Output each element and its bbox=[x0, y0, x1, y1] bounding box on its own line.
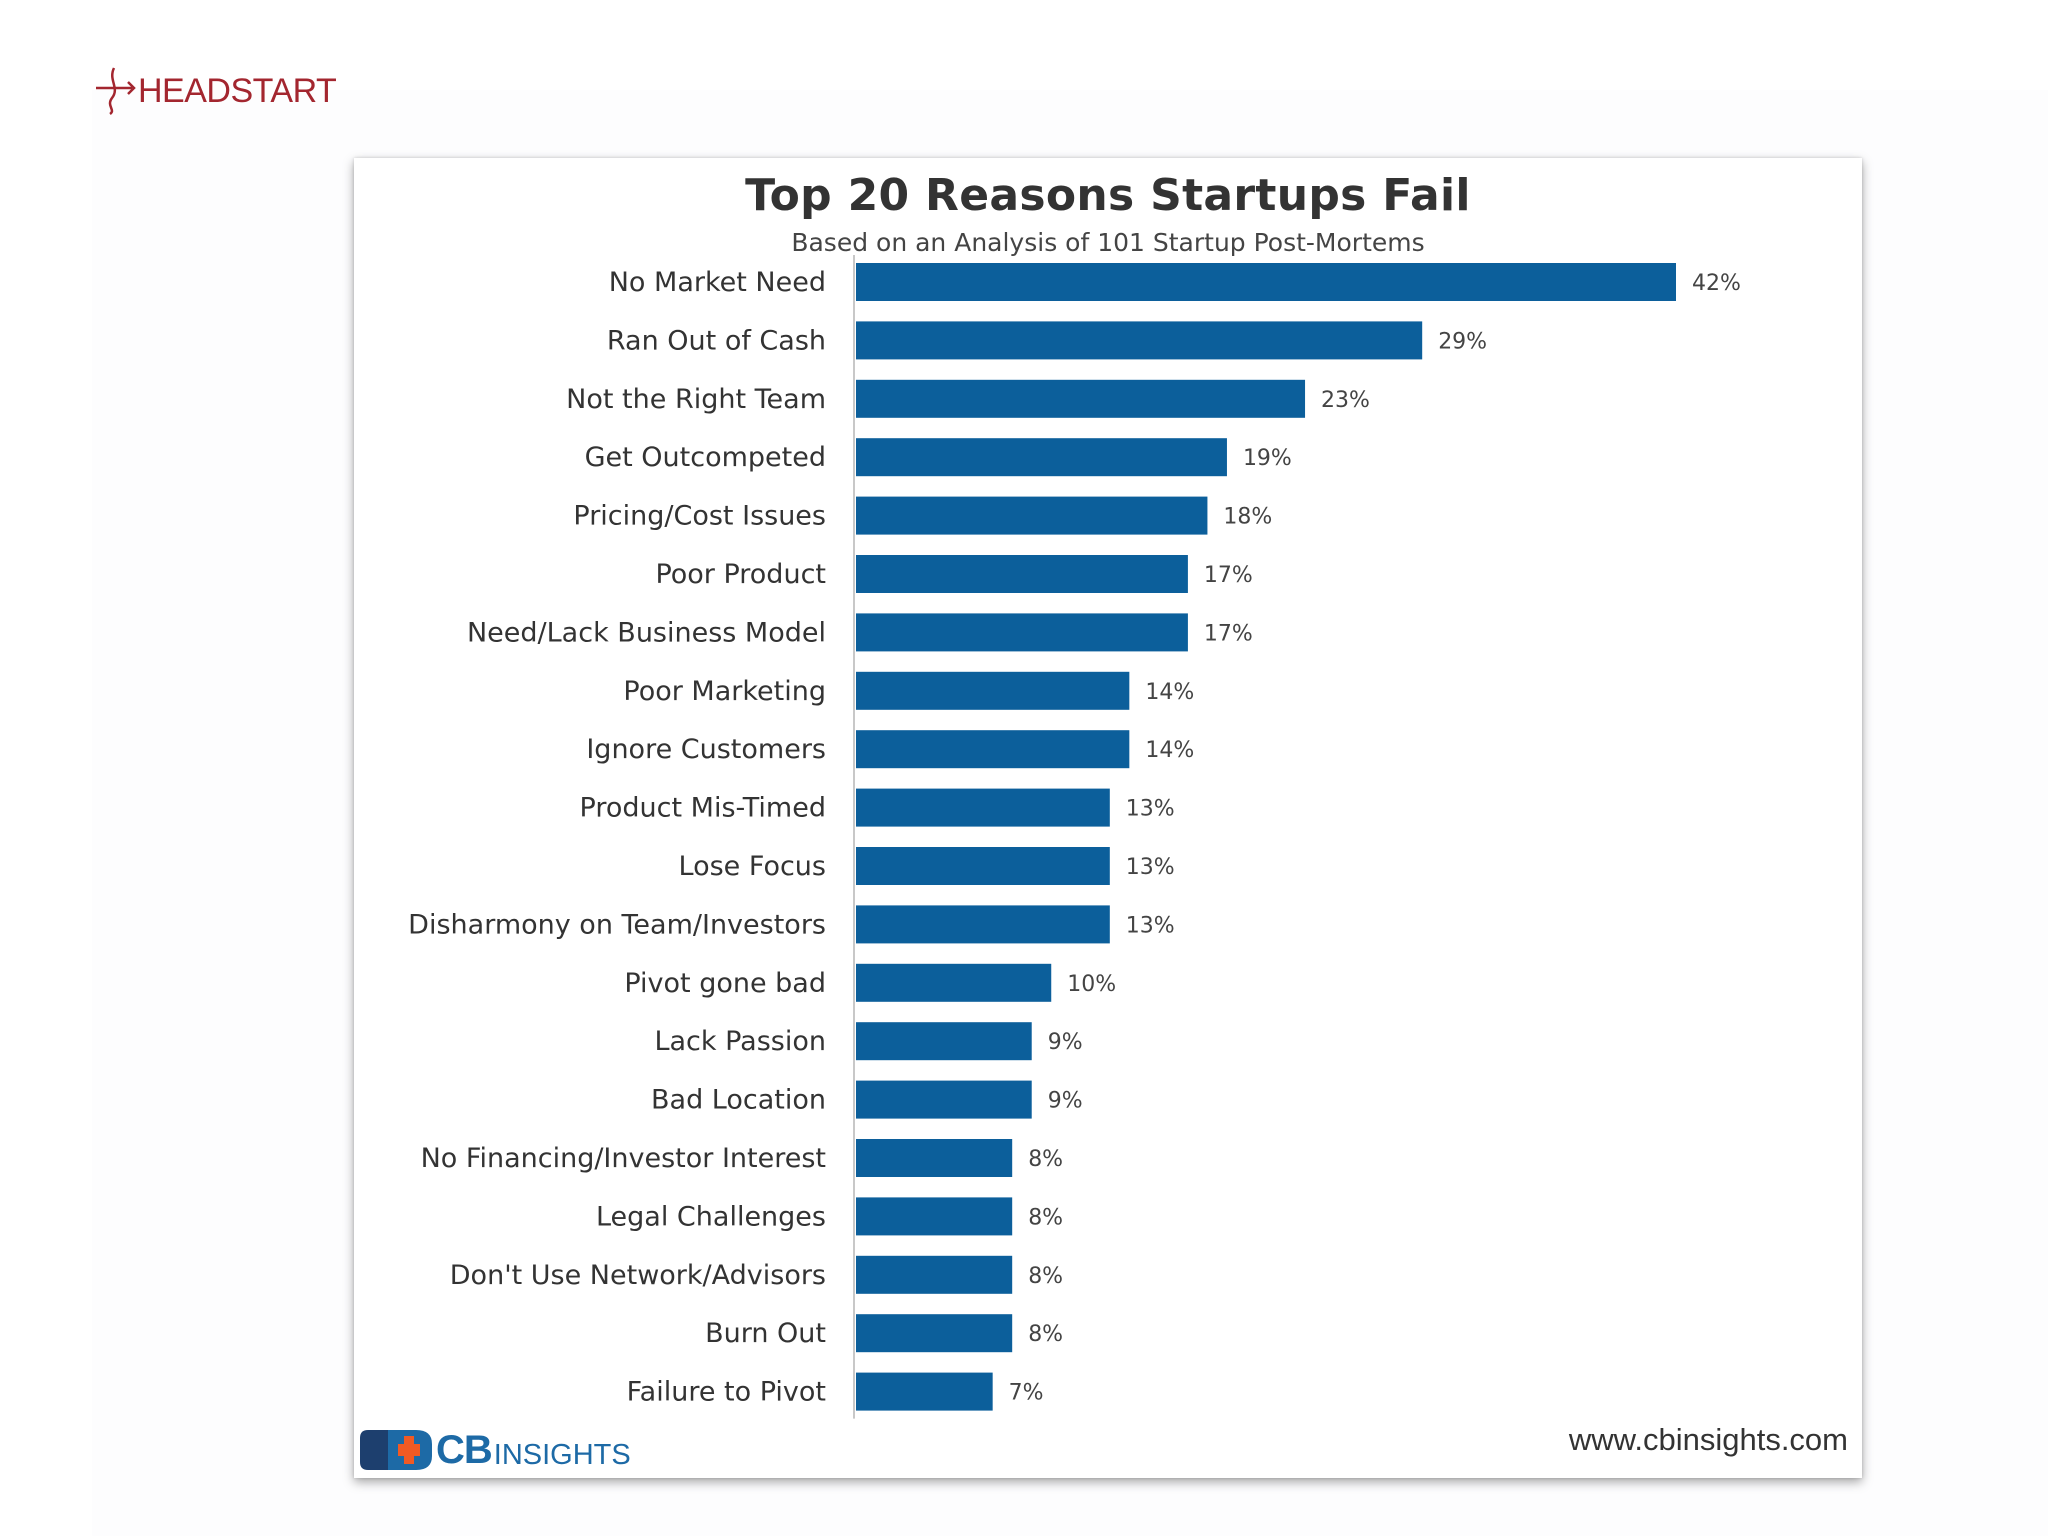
bar bbox=[856, 671, 1130, 710]
bar bbox=[856, 379, 1306, 418]
data-label: 13% bbox=[1126, 855, 1175, 880]
category-label: Need/Lack Business Model bbox=[467, 617, 826, 648]
bar bbox=[856, 1197, 1013, 1236]
category-label: Disharmony on Team/Investors bbox=[408, 909, 826, 940]
data-label: 42% bbox=[1692, 271, 1741, 296]
bar bbox=[856, 847, 1110, 885]
category-label: Poor Marketing bbox=[623, 676, 826, 707]
bar bbox=[856, 496, 1208, 535]
bar bbox=[856, 321, 1423, 360]
cb-insights-logo: CB INSIGHTS bbox=[358, 1426, 631, 1474]
category-label: Pricing/Cost Issues bbox=[573, 501, 826, 532]
category-label: No Market Need bbox=[609, 267, 826, 298]
category-label: No Financing/Investor Interest bbox=[421, 1143, 826, 1174]
bar-chart: No Market Need 42% Ran Out of Cash 29% Not t… bbox=[408, 255, 1741, 1419]
category-label: Failure to Pivot bbox=[627, 1377, 826, 1408]
bar bbox=[856, 905, 1110, 944]
data-label: 7% bbox=[1009, 1381, 1044, 1406]
headstart-logo-icon bbox=[96, 67, 136, 116]
bar bbox=[856, 438, 1227, 477]
data-label: 8% bbox=[1028, 1147, 1063, 1172]
category-label: Ignore Customers bbox=[586, 734, 826, 765]
headstart-logo-text: HEADSTART bbox=[138, 71, 337, 110]
category-label: Don't Use Network/Advisors bbox=[450, 1260, 826, 1291]
data-label: 8% bbox=[1028, 1322, 1063, 1347]
data-label: 23% bbox=[1321, 388, 1370, 413]
cb-insights-logo-icon bbox=[360, 1430, 432, 1470]
bar bbox=[856, 1255, 1013, 1294]
category-label: Get Outcompeted bbox=[585, 442, 826, 473]
cb-brand-light: INSIGHTS bbox=[493, 1438, 631, 1471]
category-label: Lose Focus bbox=[679, 851, 826, 882]
data-label: 19% bbox=[1243, 446, 1292, 471]
chart-card: No Market Need 42% Ran Out of Cash 29% Not t… bbox=[354, 158, 1862, 1478]
data-label: 8% bbox=[1028, 1264, 1063, 1289]
data-label: 14% bbox=[1145, 738, 1194, 763]
bar bbox=[856, 788, 1110, 827]
data-label: 9% bbox=[1048, 1089, 1083, 1114]
chart-title: Top 20 Reasons Startups Fail bbox=[745, 170, 1471, 221]
data-label: 13% bbox=[1126, 913, 1175, 938]
bar bbox=[856, 1139, 1013, 1177]
data-label: 14% bbox=[1145, 680, 1194, 705]
bar bbox=[856, 263, 1676, 301]
headstart-logo: HEADSTART bbox=[92, 66, 337, 116]
category-label: Ran Out of Cash bbox=[607, 325, 826, 356]
bar bbox=[856, 555, 1188, 593]
data-label: 13% bbox=[1126, 797, 1175, 822]
data-label: 17% bbox=[1204, 621, 1253, 646]
data-label: 10% bbox=[1067, 972, 1116, 997]
bar bbox=[856, 1372, 993, 1411]
category-label: Poor Product bbox=[655, 559, 826, 590]
bar bbox=[856, 730, 1130, 769]
bar bbox=[856, 1080, 1032, 1119]
category-label: Product Mis-Timed bbox=[580, 793, 826, 824]
chart-subtitle: Based on an Analysis of 101 Startup Post… bbox=[791, 228, 1425, 257]
bar bbox=[856, 1314, 1013, 1353]
category-label: Not the Right Team bbox=[566, 384, 826, 415]
source-url: www.cbinsights.com bbox=[1568, 1422, 1848, 1457]
category-label: Burn Out bbox=[705, 1318, 826, 1349]
category-label: Pivot gone bad bbox=[624, 968, 826, 999]
bar bbox=[856, 963, 1052, 1002]
category-label: Lack Passion bbox=[654, 1026, 826, 1057]
bar bbox=[856, 1022, 1032, 1061]
cb-brand-bold: CB bbox=[436, 1427, 493, 1472]
data-label: 17% bbox=[1204, 563, 1253, 588]
data-label: 8% bbox=[1028, 1205, 1063, 1230]
category-label: Legal Challenges bbox=[596, 1201, 826, 1232]
bar bbox=[856, 613, 1188, 652]
data-label: 9% bbox=[1048, 1030, 1083, 1055]
data-label: 18% bbox=[1223, 505, 1272, 530]
category-label: Bad Location bbox=[651, 1085, 826, 1116]
data-label: 29% bbox=[1438, 329, 1487, 354]
